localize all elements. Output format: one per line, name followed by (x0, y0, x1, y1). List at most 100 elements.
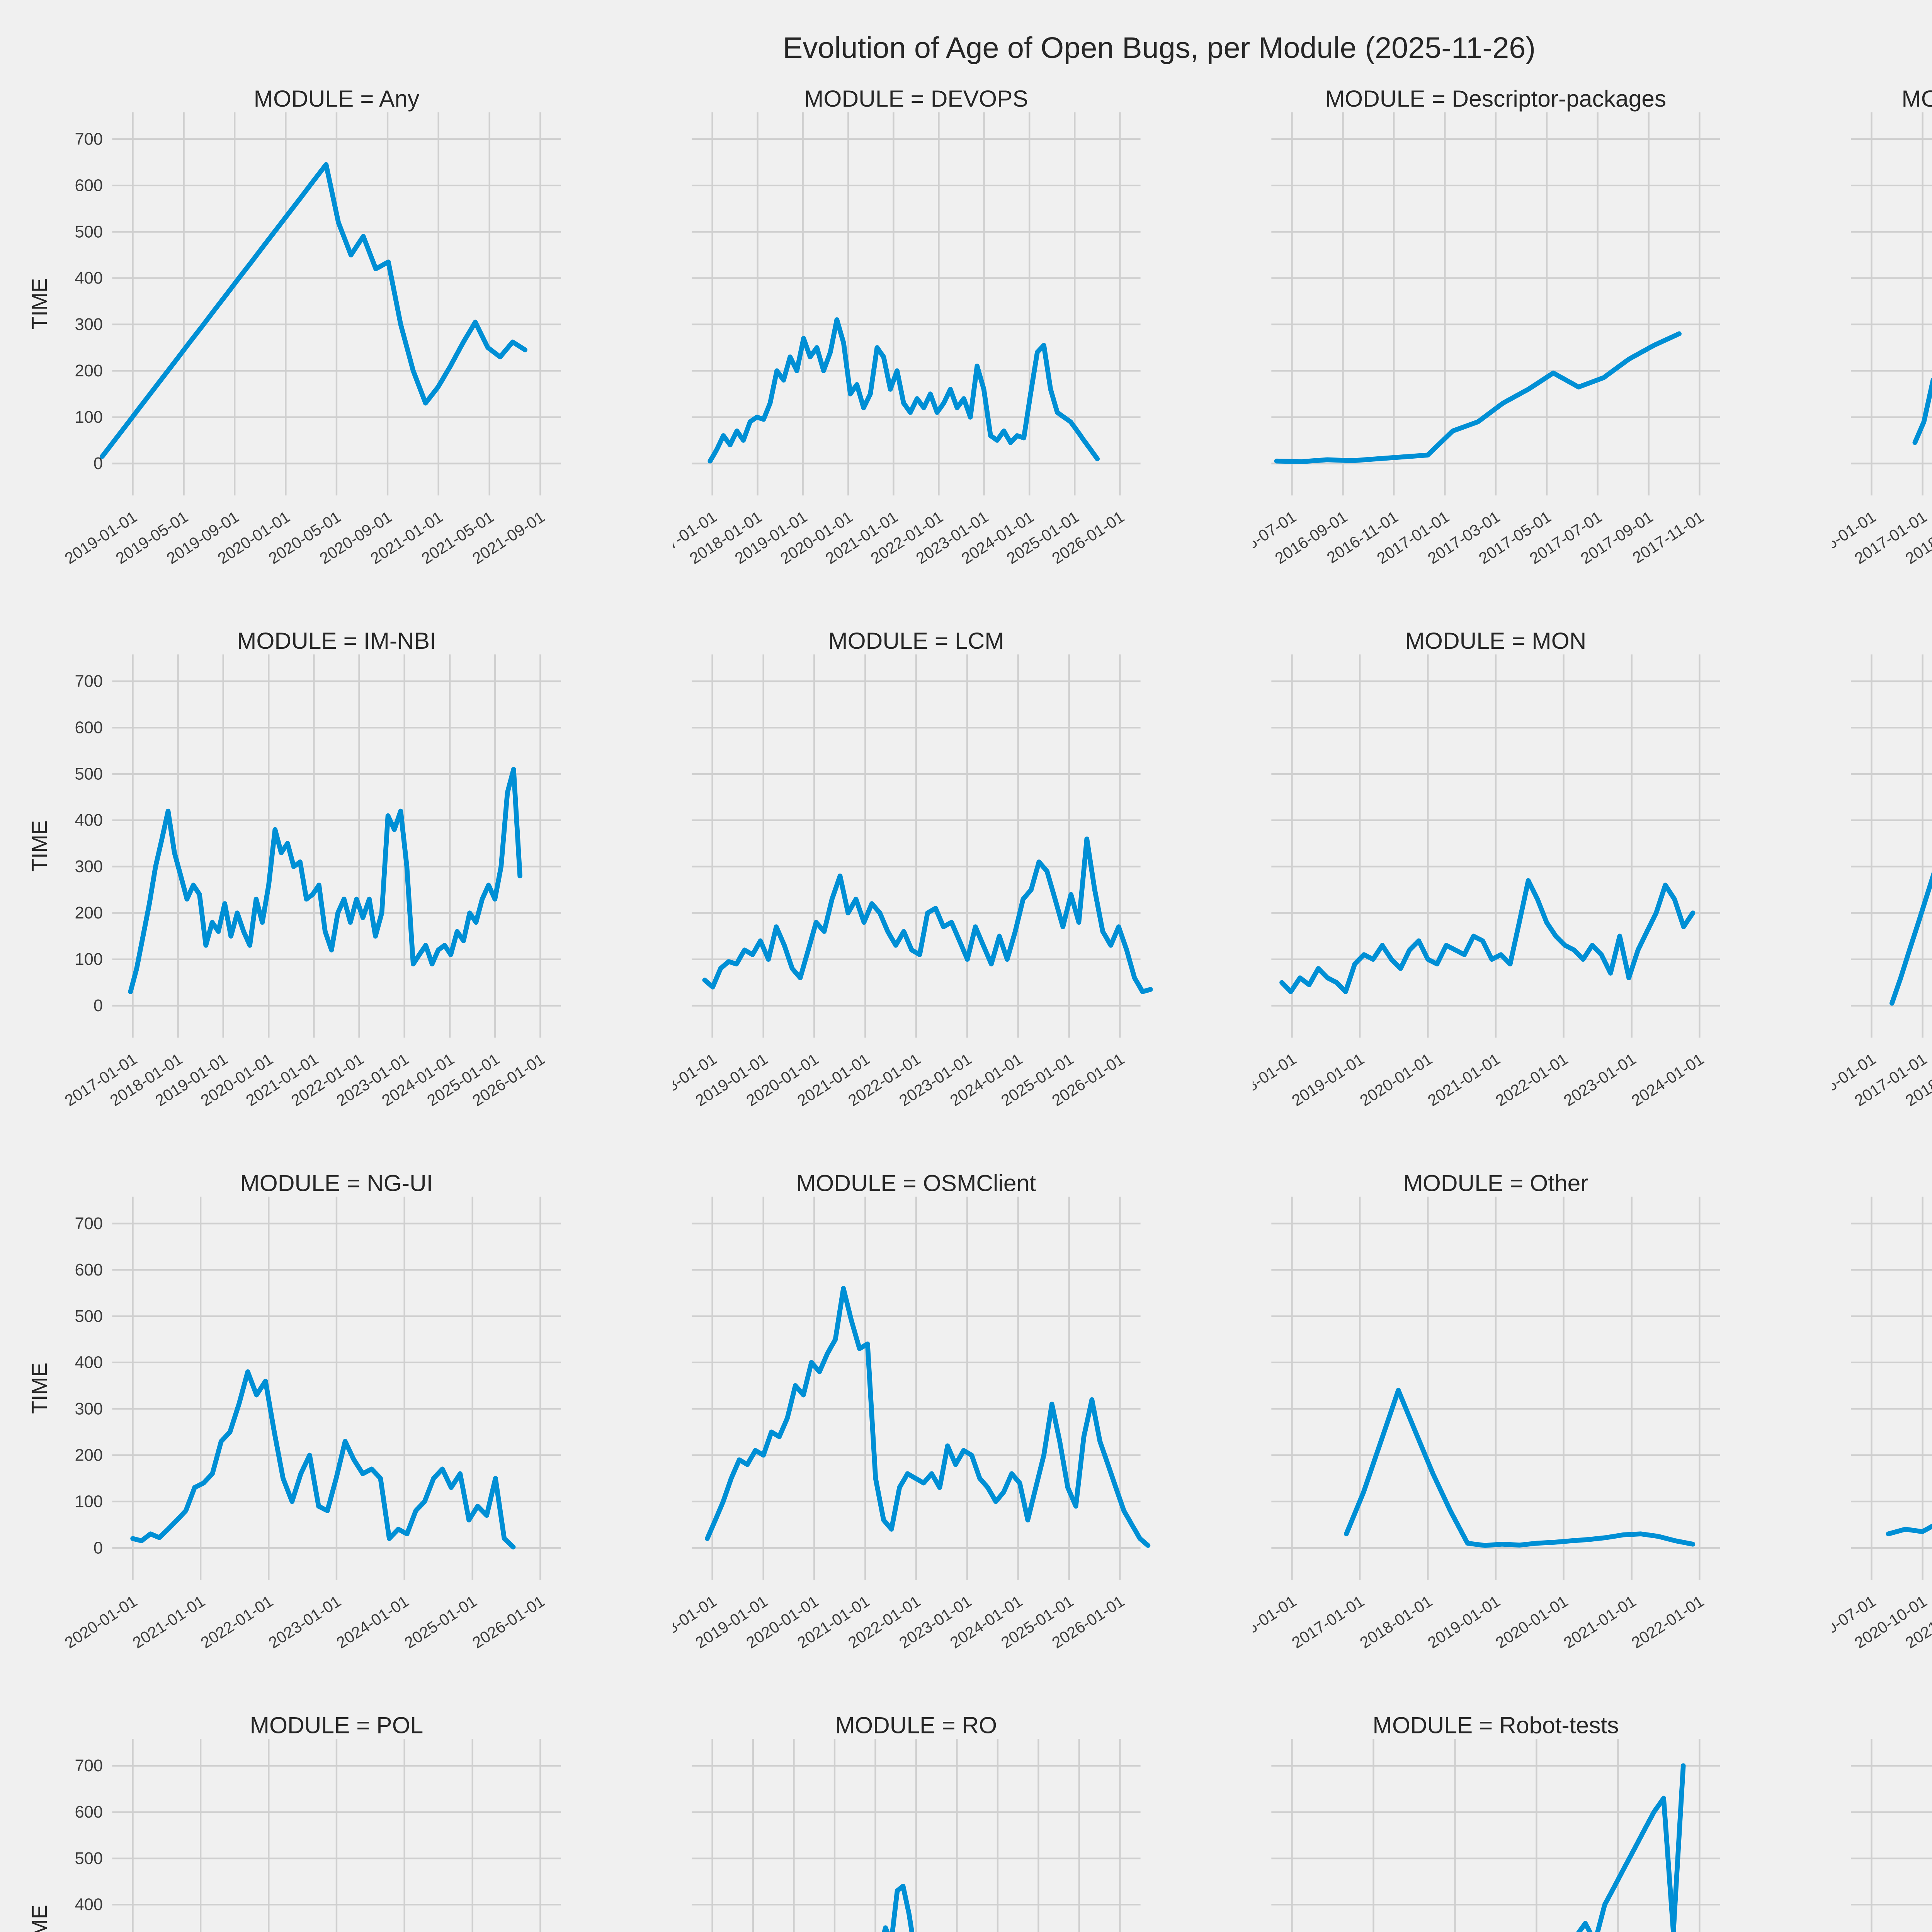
line-series (1274, 331, 1682, 464)
facet-cell: MODULE = Robot-tests2021-01-012022-01-01… (1253, 1713, 1735, 1932)
y-tick-label: 100 (75, 1492, 103, 1511)
line-series (702, 836, 1153, 994)
x-tick-label: 2018-01-01 (1357, 1592, 1435, 1652)
y-tick-label: 300 (75, 1400, 103, 1418)
facet-plot: 2020-07-012020-10-012021-01-012021-04-01… (1800, 1196, 1932, 1652)
y-tick-label: 200 (75, 1446, 103, 1464)
y-tick-label: 300 (75, 857, 103, 876)
facet-title: MODULE = N2VC (1851, 628, 1932, 655)
x-tick-label: 2022-01-01 (1628, 1592, 1707, 1652)
y-tick-label: 200 (75, 904, 103, 922)
plot-background (1851, 1738, 1932, 1932)
facet-plot: 2018-01-012019-01-012020-01-012021-01-01… (641, 654, 1153, 1110)
facet-title: MODULE = Documentation / Wiki (1901, 86, 1932, 112)
facet-title: MODULE = OSMClient (796, 1170, 1036, 1197)
facet-cell: MODULE = PLA2020-07-012020-10-012021-01-… (1800, 1170, 1932, 1705)
facet-plot: 01002003004005006007002019-01-012019-05-… (27, 112, 561, 568)
facet-title: MODULE = Robot-tests (1372, 1713, 1619, 1739)
y-tick-label: 700 (75, 1757, 103, 1775)
facet-plot: 01002003004005006007002018-01-012019-01-… (27, 1738, 561, 1932)
facet-title: MODULE = PLA (1851, 1170, 1932, 1197)
y-tick-label: 600 (75, 1261, 103, 1279)
facet-title: MODULE = MON (1405, 628, 1587, 655)
line-series (1344, 1388, 1696, 1548)
x-tick-label: 2019-01-01 (1424, 1592, 1503, 1652)
y-tick-label: 400 (75, 269, 103, 287)
plot-background (1851, 112, 1932, 496)
facet-plot: 2018-01-012019-01-012020-01-012021-01-01… (1221, 654, 1720, 1110)
facet-cell: MODULE = POL01002003004005006007002018-0… (26, 1713, 576, 1932)
facet-cell: MODULE = N2VC2016-01-012017-01-012018-01… (1800, 628, 1932, 1163)
x-tick-label: 2025-01-01 (401, 1592, 480, 1652)
plot-background (1271, 1738, 1720, 1932)
facet-plot: 0 100 200 300 400 500 600 700 2020-01-012021-01-… (27, 1196, 561, 1652)
facet-plot: 2016-01-012017-01-012018-01-012019-01-01… (1851, 1738, 1932, 1932)
facet-title: MODULE = Unknown (1851, 1713, 1932, 1739)
x-tick-label: 2022-01-01 (197, 1592, 276, 1652)
facet-cell: MODULE = RO2016-01-012017-01-012018-01-0… (673, 1713, 1155, 1932)
y-tick-label: 200 (75, 362, 103, 380)
x-tick-label: 2017-01-01 (1289, 1592, 1367, 1652)
x-tick-label: 2020-01-01 (61, 1592, 140, 1652)
x-tick-label: 2023-01-01 (265, 1592, 344, 1652)
facet-plot: 2016-01-012017-01-012018-01-012019-01-01… (1221, 1196, 1720, 1652)
y-tick-label: 100 (75, 950, 103, 969)
line-series (1576, 1763, 1686, 1932)
y-tick-label: 700 (75, 672, 103, 691)
line-series (128, 767, 522, 994)
facet-cell: MODULE = DEVOPS 2017-01-01 2018-01-01 2019-… (641, 86, 1155, 621)
facet-cell: MODULE = LCM 2018-01-01 2019-01-01 2020-01-… (641, 628, 1155, 1163)
facet-plot: 2021-01-012022-01-012023-01-012024-01-01… (1271, 1738, 1720, 1932)
x-tick-label: 2021-01-01 (1424, 1050, 1503, 1110)
x-tick-label: 2020-01-01 (1492, 1592, 1571, 1652)
x-tick-label: 2026-01-01 (469, 1592, 548, 1652)
facet-plot: 01002003004005006007002017-01-012018-01-… (27, 654, 561, 1110)
facet-title: MODULE = RO (835, 1713, 997, 1739)
facet-title: MODULE = Other (1403, 1170, 1588, 1197)
y-tick-label: 400 (75, 1353, 103, 1372)
y-axis-label: TIME (27, 1362, 51, 1414)
facet-cell: MODULE = Other 2016-01-01 2017-01-01 2018-0… (1221, 1170, 1735, 1705)
y-tick-label: 600 (75, 177, 103, 195)
y-tick-label: 500 (75, 223, 103, 242)
y-tick-label: 0 (94, 1539, 103, 1557)
facet-cell: MODULE = Any 0 100 200 300 400 500 600 700 2019-0… (26, 86, 576, 621)
facet-cell: MODULE = OSMClient 2018-01-01 2019-01-01 20… (641, 1170, 1155, 1705)
x-tick-label: 2024-01-01 (1628, 1050, 1707, 1110)
facet-grid: MODULE = Any 0 100 200 300 400 500 600 700 2019-0… (0, 86, 1932, 1932)
facet-title: MODULE = Descriptor-packages (1325, 86, 1667, 112)
facet-plot: 2016-07-012016-09-012016-11-012017-01-01… (1221, 112, 1720, 568)
y-tick-label: 600 (75, 1803, 103, 1821)
y-tick-label: 700 (75, 1214, 103, 1233)
line-series (707, 317, 1100, 464)
x-tick-label: 2020-01-01 (1357, 1050, 1435, 1110)
y-axis-label: TIME (27, 1905, 51, 1932)
facet-title: MODULE = DEVOPS (804, 86, 1028, 112)
line-series (705, 1286, 1151, 1548)
line-series (1279, 878, 1696, 994)
facet-plot: 2016-01-012017-01-012018-01-012019-01-01… (692, 1738, 1141, 1932)
facet-title: MODULE = Any (253, 86, 420, 112)
facet-plot: 2018-01-012019-01-012020-01-012021-01-01… (641, 1196, 1151, 1652)
x-tick-label: 2023-01-01 (1560, 1050, 1639, 1110)
x-tick-label: 2019-01-01 (1289, 1050, 1367, 1110)
facet-plot: 2016-01-012017-01-012018-01-012019-01-01… (1800, 112, 1932, 568)
y-axis-label: TIME (27, 820, 51, 872)
facet-plot: 2016-01-012017-01-012018-01-012019-01-01… (1800, 654, 1932, 1110)
line-series (882, 1883, 915, 1932)
plot-background (1851, 1196, 1932, 1580)
plot-background (692, 112, 1141, 496)
line-series (100, 162, 527, 459)
facet-cell: MODULE = Unknown2016-01-012017-01-012018… (1832, 1713, 1932, 1932)
facet-title: MODULE = LCM (828, 628, 1004, 655)
y-tick-label: 300 (75, 315, 103, 334)
x-tick-label: 2022-01-01 (1492, 1050, 1571, 1110)
y-tick-label: 100 (75, 408, 103, 427)
y-axis-label: TIME (27, 278, 51, 330)
facet-cell: MODULE = NG-UI 0 100 200 300 400 500 600 700 2020… (26, 1170, 576, 1705)
y-tick-label: 600 (75, 719, 103, 737)
x-tick-label: 2021-01-01 (129, 1592, 208, 1652)
figure-title: Evolution of Age of Open Bugs, per Modul… (782, 34, 1536, 66)
x-tick-label: 2024-01-01 (333, 1592, 412, 1652)
